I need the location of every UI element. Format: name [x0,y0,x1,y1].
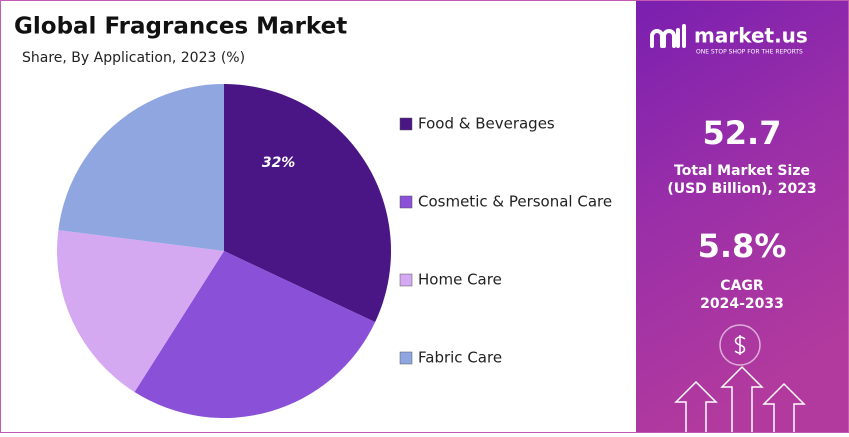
pie-slice [224,84,392,323]
legend-swatch [399,351,413,365]
pie: 32% [56,84,392,419]
data-label: 32% [262,155,296,171]
legend: Food & Beverages Cosmetic & Personal Care… [399,115,612,367]
market-size-label: Total Market Size [674,163,810,179]
cagr: 5.8% [698,227,787,265]
pie-slice [58,84,224,251]
logo: market.us ONE STOP SHOP FOR THE REPORTS [650,24,808,56]
pie-slice [134,251,376,419]
legend-swatch [399,117,413,131]
cagr-label: CAGR [720,278,764,294]
legend-swatch [399,195,413,209]
market-size-label: (USD Billion), 2023 [667,181,816,197]
legend-label: Home Care [418,271,502,289]
market-size: 52.7 [703,114,782,152]
decor-arrows [674,324,806,432]
legend-swatch [399,273,413,287]
chart-subtitle: Share, By Application, 2023 (%) [22,50,245,66]
chart-title: Global Fragrances Market [14,14,347,40]
pie-slice [56,230,224,393]
logo-icon [650,24,686,48]
brand: market.us [694,24,808,48]
side-panel [636,1,848,432]
legend-label: Fabric Care [418,349,502,367]
legend-label: Food & Beverages [418,115,555,133]
tagline: ONE STOP SHOP FOR THE REPORTS [696,49,803,56]
legend-label: Cosmetic & Personal Care [418,193,612,211]
cagr-label: 2024-2033 [700,296,784,312]
